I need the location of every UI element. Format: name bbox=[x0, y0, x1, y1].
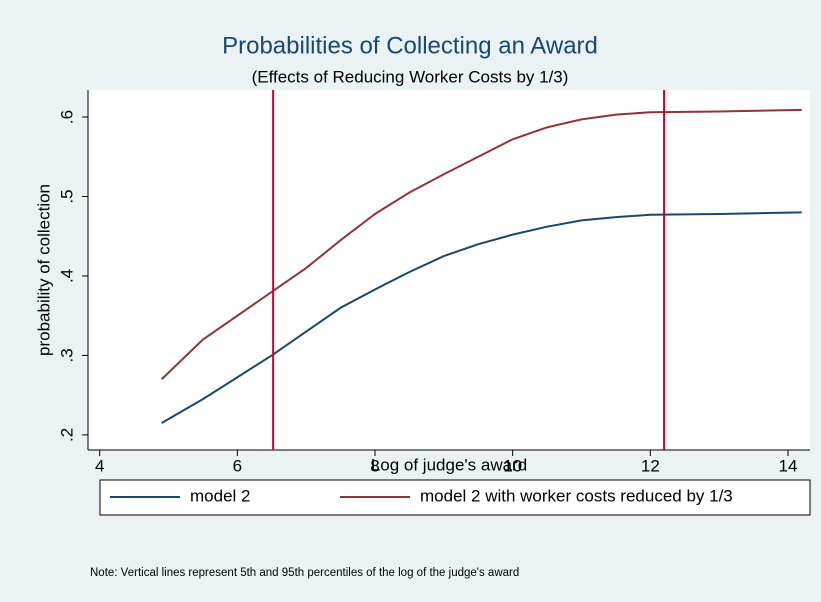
line-series bbox=[161, 211, 802, 424]
x-tick-label: 10 bbox=[503, 456, 522, 475]
y-tick-label: .6 bbox=[57, 110, 76, 124]
note: Note: Vertical lines represent 5th and 9… bbox=[90, 567, 519, 579]
legend-label: model 2 with worker costs reduced by 1/3 bbox=[420, 486, 733, 505]
legend-box bbox=[99, 479, 811, 516]
y-tick-label: .2 bbox=[57, 428, 76, 442]
legend-label: model 2 bbox=[190, 486, 250, 505]
x-tick-label: 6 bbox=[233, 456, 242, 475]
y-tick-label: .5 bbox=[57, 189, 76, 203]
chart-title: Probabilities of Collecting an Award bbox=[222, 32, 598, 59]
x-tick-label: 8 bbox=[370, 456, 379, 475]
y-tick-label: .3 bbox=[57, 348, 76, 362]
line-series bbox=[160, 108, 802, 380]
y-axis-label: probability of collection bbox=[34, 184, 53, 356]
x-tick-label: 4 bbox=[95, 456, 104, 475]
x-tick-label: 12 bbox=[641, 456, 660, 475]
y-tick-label: .4 bbox=[57, 269, 76, 283]
chart-subtitle: (Effects of Reducing Worker Costs by 1/3… bbox=[252, 67, 569, 86]
x-axis-label: Log of judge's award bbox=[371, 455, 527, 474]
x-tick-label: 14 bbox=[779, 456, 798, 475]
plot-area bbox=[88, 90, 810, 450]
